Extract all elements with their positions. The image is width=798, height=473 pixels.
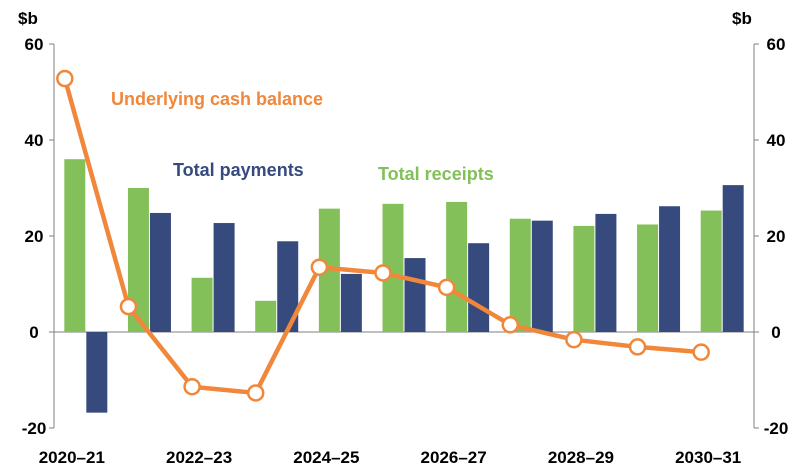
- x-tick-label: 2028–29: [548, 448, 614, 467]
- payments-bar: [468, 243, 490, 332]
- left-tick-label: 40: [25, 131, 44, 150]
- cash-balance-point: [56, 69, 74, 88]
- cash-balance-point: [246, 384, 265, 402]
- payments-bar: [722, 185, 744, 332]
- cash-balance-point: [501, 316, 520, 334]
- payments-bar: [595, 213, 617, 332]
- right-tick-label: 40: [767, 131, 786, 150]
- line-layer: [56, 69, 710, 402]
- x-tick-label: 2024–25: [293, 448, 359, 467]
- receipts-bar: [255, 300, 277, 332]
- annotation-total-receipts: Total receipts: [378, 164, 494, 184]
- cash-balance-point: [119, 297, 138, 316]
- cash-balance-point: [374, 264, 392, 282]
- cash-balance-point: [565, 330, 583, 349]
- receipts-bar: [382, 203, 404, 332]
- payments-bar: [659, 206, 681, 332]
- left-unit-label: $b: [18, 9, 38, 28]
- x-tick-label: 2022–23: [166, 448, 232, 467]
- payments-bar: [213, 223, 235, 332]
- left-tick-label: -20: [22, 419, 47, 438]
- receipts-bar: [446, 201, 468, 332]
- x-tick-label: 2030–31: [675, 448, 741, 467]
- receipts-bar: [509, 218, 531, 332]
- left-tick-label: 0: [29, 323, 38, 342]
- right-tick-label: 20: [767, 227, 786, 246]
- cash-balance-point: [183, 377, 201, 396]
- payments-bar: [340, 273, 362, 332]
- left-tick-label: 20: [25, 227, 44, 246]
- annotation-total-payments: Total payments: [173, 160, 304, 180]
- left-tick-label: 60: [25, 35, 44, 54]
- payments-bar: [277, 241, 299, 332]
- receipts-bar: [191, 277, 213, 332]
- bars-layer: [64, 159, 744, 413]
- payments-bar: [149, 212, 171, 332]
- cash-balance-point: [628, 338, 647, 356]
- cash-balance-point: [310, 258, 329, 276]
- right-tick-label: 0: [771, 323, 780, 342]
- payments-bar: [531, 220, 553, 332]
- right-unit-label: $b: [732, 9, 752, 28]
- receipts-bar: [64, 159, 86, 332]
- x-tick-label: 2020–21: [39, 448, 105, 467]
- receipts-bar: [700, 210, 722, 332]
- payments-bar: [404, 258, 426, 332]
- receipts-bar: [127, 188, 149, 332]
- right-tick-label: 60: [767, 35, 786, 54]
- receipts-bar: [637, 224, 659, 332]
- payments-bar: [86, 332, 108, 413]
- right-tick-label: -20: [764, 419, 789, 438]
- labels-layer: 60 60 40 40 20 20 0 0 -20 -20 2020–21 2022–23 2024–2…: [22, 35, 789, 467]
- receipts-bar: [573, 225, 595, 332]
- annotation-underlying-cash-balance: Underlying cash balance: [111, 89, 323, 109]
- cash-balance-point: [692, 343, 710, 361]
- x-tick-label: 2026–27: [421, 448, 487, 467]
- cash-balance-point: [437, 278, 456, 297]
